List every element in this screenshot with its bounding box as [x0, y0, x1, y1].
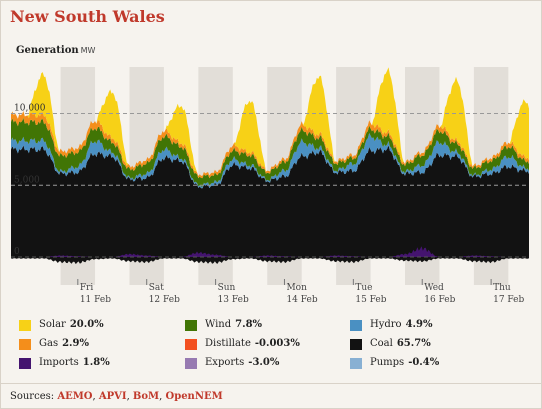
source-link-apvi[interactable]: APVI [98, 391, 127, 402]
legend-label: Coal 65.7% [370, 338, 431, 349]
x-tick-label-day: Tue [355, 283, 372, 293]
generation-unit: MW [80, 46, 96, 55]
legend-swatch [185, 320, 197, 331]
x-tick-label-date: 15 Feb [355, 295, 386, 305]
series-area-wind [11, 117, 529, 187]
region-title: New South Wales [10, 7, 165, 26]
legend-label: Imports 1.8% [39, 357, 110, 368]
legend-swatch [19, 358, 31, 369]
legend-name: Hydro [370, 319, 402, 330]
series-area-exports [11, 257, 529, 265]
source-link-opennem[interactable]: OpenNEM [165, 391, 223, 402]
source-link-bom[interactable]: BoM [132, 391, 160, 402]
legend-percent: -0.4% [408, 357, 440, 368]
legend-swatch [350, 339, 362, 350]
legend-label: Wind 7.8% [205, 319, 262, 330]
series-area-gas [11, 111, 529, 179]
sources-label: Sources: [10, 391, 55, 402]
legend-name: Solar [39, 319, 66, 330]
series-area-imports [11, 246, 529, 257]
x-tick-label-date: 16 Feb [424, 295, 455, 305]
legend-percent: 4.9% [405, 319, 433, 330]
legend-name: Imports [39, 357, 79, 368]
legend-name: Pumps [370, 357, 405, 368]
series-area-coal [11, 145, 529, 257]
legend-label: Distillate -0.003% [205, 338, 300, 349]
legend-percent: 20.0% [69, 319, 104, 330]
x-tick-label-day: Mon [286, 283, 307, 293]
legend-percent: -0.003% [254, 338, 300, 349]
legend-percent: 1.8% [82, 357, 110, 368]
legend: Solar 20.0% Wind 7.8% Hydro 4.9% Gas 2.9% Distil… [19, 319, 519, 375]
x-tick-label-date: 13 Feb [218, 295, 249, 305]
sources-line: Sources: AEMO, APVI, BoM, OpenNEM [10, 391, 223, 402]
legend-name: Wind [205, 319, 232, 330]
x-axis-ticks: Fri 11 Feb Sat 12 Feb Sun 13 Feb Mon 14 Feb Tue 1… [77, 279, 525, 305]
imports-layer [11, 246, 529, 257]
generation-label: Generation MW [16, 45, 95, 56]
y-tick-label: 0 [14, 247, 20, 257]
series-area-solar [11, 67, 529, 176]
negative-stack [11, 257, 529, 265]
x-tick-label-day: Fri [80, 283, 94, 293]
legend-label: Exports -3.0% [205, 357, 279, 368]
generation-stack [11, 67, 529, 257]
x-tick-label-day: Thu [493, 283, 511, 293]
gridlines: 10,000 5,000 0 [11, 104, 529, 258]
legend-name: Gas [39, 338, 59, 349]
legend-swatch [19, 320, 31, 331]
chart-area[interactable]: 10,000 5,000 0 Fri 11 Feb Sat 12 Feb Sun 13 Feb… [1, 61, 541, 311]
legend-label: Hydro 4.9% [370, 319, 432, 330]
legend-label: Pumps -0.4% [370, 357, 439, 368]
sources-divider [1, 383, 541, 384]
source-link-aemo[interactable]: AEMO [57, 391, 93, 402]
generation-title: Generation [16, 45, 79, 56]
legend-swatch [19, 339, 31, 350]
legend-swatch [350, 358, 362, 369]
legend-swatch [350, 320, 362, 331]
legend-label: Solar 20.0% [39, 319, 104, 330]
x-tick-label-date: 11 Feb [80, 295, 111, 305]
legend-percent: 2.9% [62, 338, 89, 349]
x-tick-label-date: 12 Feb [149, 295, 180, 305]
x-tick-label-date: 17 Feb [493, 295, 524, 305]
x-tick-label-day: Sun [218, 283, 236, 293]
x-tick-label-day: Sat [149, 283, 165, 293]
series-area-hydro [11, 133, 529, 189]
generation-chart[interactable]: 10,000 5,000 0 Fri 11 Feb Sat 12 Feb Sun 13 Feb… [1, 61, 541, 311]
legend-percent: -3.0% [248, 357, 280, 368]
legend-name: Distillate [205, 338, 251, 349]
y-tick-label: 5,000 [14, 175, 40, 185]
legend-percent: 65.7% [396, 338, 431, 349]
legend-name: Exports [205, 357, 245, 368]
legend-label: Gas 2.9% [39, 338, 89, 349]
x-tick-label-day: Wed [424, 283, 444, 293]
legend-swatch [185, 339, 197, 350]
legend-name: Coal [370, 338, 393, 349]
legend-swatch [185, 358, 197, 369]
legend-percent: 7.8% [235, 319, 263, 330]
x-tick-label-date: 14 Feb [286, 295, 317, 305]
y-tick-label: 10,000 [14, 104, 46, 114]
